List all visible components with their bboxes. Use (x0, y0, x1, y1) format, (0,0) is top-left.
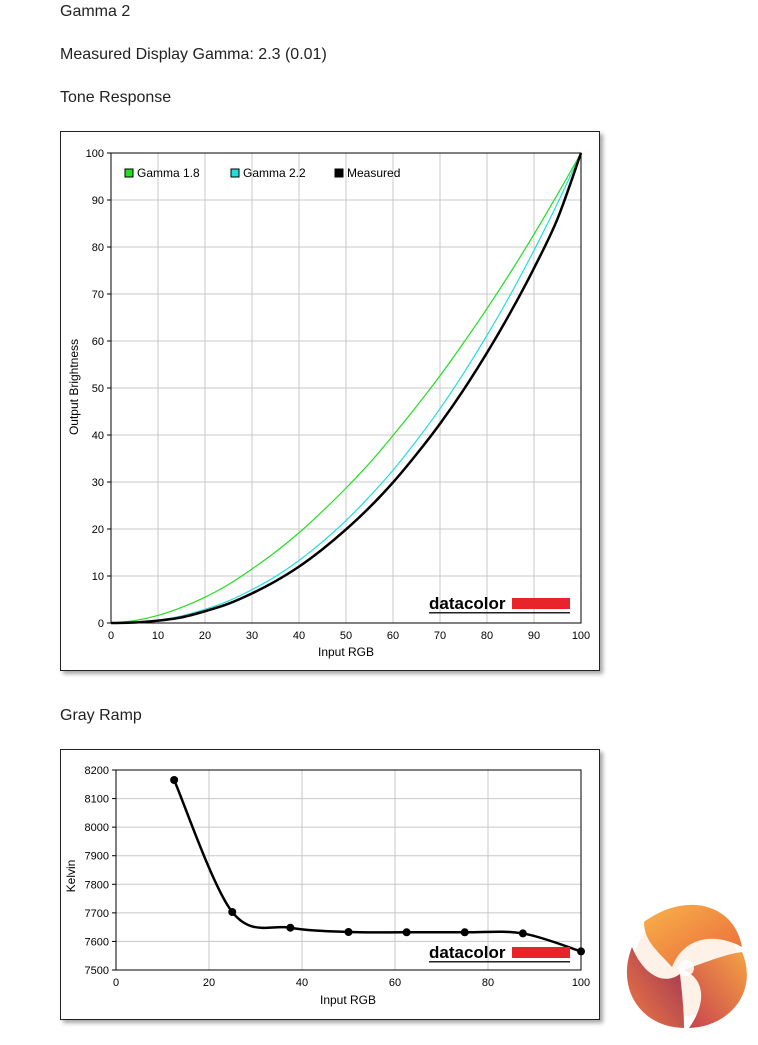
tone-response-chart: 0 10 20 30 40 50 60 70 80 90 100 0 10 20 30 40 50 60 70 80 9… (67, 148, 590, 659)
tone-x-tick-label: 90 (528, 630, 540, 642)
tone-legend-label-0: Gamma 1.8 (137, 166, 200, 180)
tone-x-tick-label: 10 (152, 630, 164, 642)
gray-y-axis-label: Kelvin (64, 860, 78, 893)
gray-x-tick-label: 60 (389, 977, 401, 989)
gray-x-axis-label: Input RGB (320, 993, 376, 1007)
tone-x-tick-label: 70 (434, 630, 446, 642)
gray-ramp-panel: 0 20 40 60 80 100 7500 7600 7700 7800 7900 8000 8100… (60, 749, 600, 1020)
tone-series-line-0 (110, 152, 582, 624)
tone-y-tick-label: 0 (98, 618, 104, 630)
gray-y-tick-label: 7900 (85, 851, 109, 863)
gray-data-point (518, 929, 527, 938)
datacolor-logo-text: datacolor (429, 594, 506, 613)
tone-x-tick-label: 50 (340, 630, 352, 642)
gray-y-tick-label: 8100 (85, 794, 109, 806)
gray-x-tick-label: 80 (482, 977, 494, 989)
tone-y-tick-label: 20 (92, 524, 104, 536)
tone-legend-label-2: Measured (347, 166, 400, 180)
tone-legend-label-1: Gamma 2.2 (243, 166, 306, 180)
tone-y-tick-label: 70 (92, 289, 104, 301)
tone-y-tick-label: 80 (92, 242, 104, 254)
gray-x-tick-label: 40 (296, 977, 308, 989)
gray-ramp-chart: 0 20 40 60 80 100 7500 7600 7700 7800 7900 8000 8100… (64, 765, 590, 1007)
gray-data-point (344, 928, 353, 936)
datacolor-logo-gray: datacolor (429, 943, 570, 963)
datacolor-logo-underline (429, 961, 570, 963)
gray-y-tick-label: 8000 (85, 822, 109, 834)
gray-data-point (170, 776, 179, 784)
gray-y-tick-label: 7700 (85, 908, 109, 920)
tone-response-title: Tone Response (60, 89, 172, 106)
tone-y-tick-label: 90 (92, 195, 104, 207)
tone-x-tick-label: 30 (246, 630, 258, 642)
datacolor-logo-tone: datacolor (429, 594, 570, 614)
datacolor-logo-bar (512, 598, 570, 609)
page-heading: Gamma 2 (60, 3, 131, 20)
gray-ramp-title: Gray Ramp (60, 707, 142, 724)
gray-data-point (228, 908, 237, 916)
tone-x-tick-label: 40 (293, 630, 305, 642)
tone-y-axis-label: Output Brightness (67, 339, 81, 435)
gray-plot-area (115, 769, 582, 971)
tone-y-tick-label: 40 (92, 430, 104, 442)
tone-series-line-2 (110, 152, 583, 625)
datacolor-logo-underline (429, 612, 570, 614)
datacolor-logo-text: datacolor (429, 943, 506, 962)
gray-y-tick-label: 8200 (85, 765, 109, 777)
tone-legend-swatch-2 (334, 168, 344, 178)
tone-response-panel: 0 10 20 30 40 50 60 70 80 90 100 0 10 20 30 40 50 60 70 80 9… (60, 131, 600, 671)
gray-x-tick-label: 0 (113, 977, 119, 989)
tone-x-axis-label: Input RGB (318, 645, 374, 659)
tone-x-tick-label: 100 (572, 630, 590, 642)
gray-x-tick-label: 100 (572, 977, 590, 989)
gray-y-tick-label: 7800 (85, 879, 109, 891)
tone-x-tick-label: 20 (199, 630, 211, 642)
tone-x-tick-label: 0 (108, 630, 114, 642)
gray-plot-border (115, 769, 582, 971)
tone-x-tick-label: 60 (387, 630, 399, 642)
gray-data-point (286, 923, 295, 932)
tone-x-tick-label: 80 (481, 630, 493, 642)
measured-gamma-text: Measured Display Gamma: 2.3 (0.01) (60, 46, 327, 63)
datacolor-logo-bar (512, 947, 570, 958)
gray-x-tick-label: 20 (203, 977, 215, 989)
tone-legend-swatch-1 (230, 168, 240, 178)
gray-data-point (402, 928, 411, 937)
gray-y-tick-label: 7600 (85, 936, 109, 948)
tone-y-tick-label: 50 (92, 383, 104, 395)
tone-plot-border (110, 152, 582, 624)
tone-legend: Gamma 1.8 Gamma 2.2 Measured (124, 166, 400, 180)
gray-y-tick-label: 7500 (85, 965, 109, 977)
tone-y-tick-label: 60 (92, 336, 104, 348)
gray-data-point (460, 928, 469, 937)
tone-y-tick-label: 10 (92, 571, 104, 583)
tone-legend-swatch-0 (124, 168, 134, 178)
tone-y-tick-label: 100 (86, 148, 104, 160)
kitguru-logo-icon (614, 892, 758, 1032)
gray-series-line (172, 779, 582, 953)
tone-series-line-1 (110, 152, 582, 624)
tone-y-tick-label: 30 (92, 477, 104, 489)
